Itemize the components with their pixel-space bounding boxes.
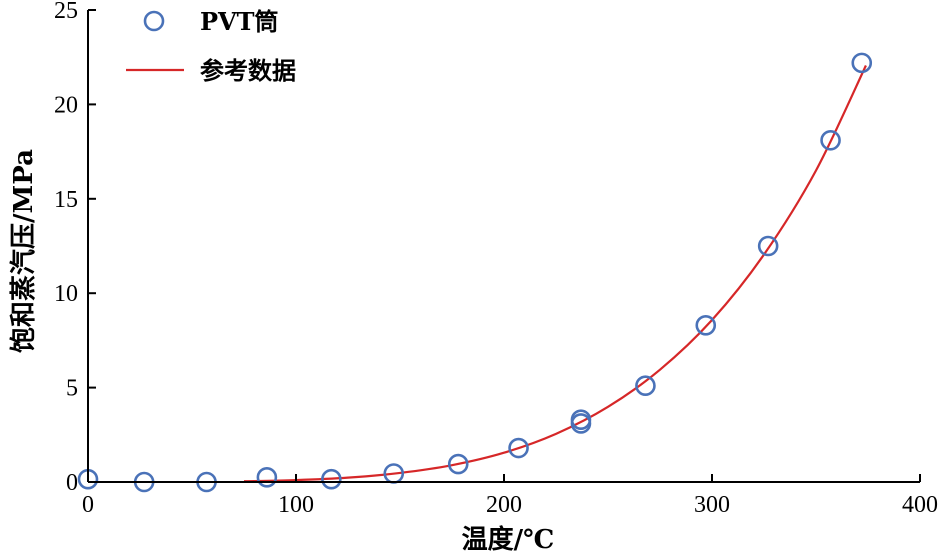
pvt-data-point bbox=[321, 468, 342, 490]
x-tick-label: 0 bbox=[82, 492, 94, 518]
y-tick-label: 25 bbox=[54, 0, 78, 24]
pvt-data-point bbox=[635, 375, 656, 397]
x-tick-label: 300 bbox=[694, 492, 730, 518]
y-tick-label: 15 bbox=[54, 187, 78, 213]
y-tick-label: 20 bbox=[54, 92, 78, 118]
plot-area bbox=[77, 52, 873, 493]
y-tick-label: 0 bbox=[66, 470, 78, 496]
pvt-data-point bbox=[570, 409, 592, 430]
legend-marker-pvt bbox=[143, 10, 165, 32]
legend-label-reference: 参考数据 bbox=[200, 56, 296, 85]
x-tick-label: 400 bbox=[902, 492, 938, 518]
x-tick-label: 100 bbox=[278, 492, 314, 518]
x-axis-label: 温度/℃ bbox=[462, 524, 555, 554]
y-tick-label: 5 bbox=[66, 376, 78, 402]
pvt-data-point bbox=[695, 314, 717, 336]
axes: 0 100 200 300 400 0 5 10 15 20 25 bbox=[54, 0, 938, 518]
pvt-data-point bbox=[256, 466, 278, 488]
legend-label-pvt: PVT筒 bbox=[200, 7, 279, 36]
y-tick-label: 10 bbox=[54, 281, 78, 307]
x-tick-label: 200 bbox=[486, 492, 522, 518]
pvt-data-point bbox=[447, 453, 469, 475]
pvt-data-point bbox=[820, 129, 841, 151]
pvt-data-point bbox=[508, 437, 529, 459]
pvt-data-point bbox=[851, 52, 873, 74]
y-axis-label: 饱和蒸汽压/MPa bbox=[9, 149, 39, 353]
pvt-data-point bbox=[757, 235, 779, 257]
reference-data-line bbox=[243, 65, 867, 483]
